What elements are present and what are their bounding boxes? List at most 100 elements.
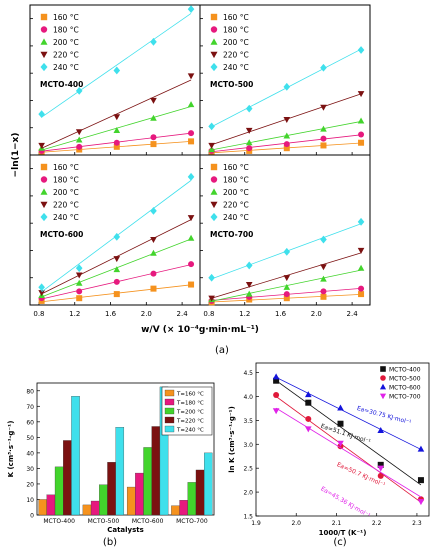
data-point <box>208 295 215 302</box>
data-point <box>320 142 327 149</box>
data-point <box>358 131 365 138</box>
legend-label: T=200 °C <box>176 410 204 416</box>
bar-mcto-600 <box>151 426 161 516</box>
legend-label: 180 °C <box>223 26 249 35</box>
bar-mcto-700 <box>179 500 188 516</box>
legend-swatch <box>164 425 175 433</box>
data-point <box>357 117 365 124</box>
legend-label: T=240 °C <box>176 428 204 434</box>
legend-label: 200 °C <box>223 188 249 197</box>
data-point <box>150 141 157 148</box>
data-point <box>113 66 121 75</box>
legend-label: 200 °C <box>53 38 79 47</box>
y-tick-label: 10 <box>26 497 34 504</box>
legend: 160 °C 180 °C 200 °C 220 °C 240 °C <box>40 13 79 72</box>
data-point <box>188 138 195 145</box>
legend-marker <box>380 375 386 381</box>
y-tick-label: 2.5 <box>243 466 253 473</box>
x-tick-label: 0.8 <box>203 310 214 318</box>
fit-line-mcto-600 <box>275 376 422 450</box>
data-point <box>320 293 327 300</box>
data-point <box>272 408 280 415</box>
x-tick-label: 2.4 <box>177 310 189 318</box>
data-point <box>208 146 215 153</box>
subplot-mcto-600: 160 °C 180 °C 200 °C 220 °C 240 °C MCTO-600 <box>29 154 201 306</box>
data-point <box>188 261 195 268</box>
legend-label: 160 °C <box>223 13 249 22</box>
y-tick-label: 70 <box>26 404 34 411</box>
data-point <box>113 139 120 146</box>
data-point <box>187 215 195 222</box>
bar-mcto-700 <box>187 482 197 516</box>
data-point <box>245 281 253 288</box>
category-label: MCTO-400 <box>43 518 75 525</box>
data-point <box>305 426 312 433</box>
legend-label: 220 °C <box>53 201 79 210</box>
bar-mcto-600 <box>135 472 144 516</box>
data-point <box>38 142 45 149</box>
legend-swatch <box>164 398 175 406</box>
data-point <box>283 145 290 152</box>
data-point <box>417 445 425 452</box>
legend-label: T=160 °C <box>176 392 204 398</box>
legend-swatch <box>164 407 175 415</box>
data-point <box>187 172 195 181</box>
data-point <box>187 234 195 241</box>
legend-swatch <box>164 416 175 424</box>
data-point <box>113 143 120 150</box>
legend-label: MCTO-500 <box>389 376 421 383</box>
data-point <box>113 127 121 134</box>
data-point <box>320 264 327 271</box>
fit-line-mcto-700 <box>275 407 422 498</box>
data-point <box>208 142 215 149</box>
data-point <box>150 97 157 104</box>
y-tick-label: 2.0 <box>243 490 253 497</box>
data-point <box>337 420 344 427</box>
legend-marker <box>210 163 218 171</box>
data-point <box>113 232 121 241</box>
legend-marker <box>210 62 218 72</box>
y-tick-label: 20 <box>26 481 34 488</box>
data-point <box>283 116 291 123</box>
x-tick-label: 1.9 <box>251 520 261 527</box>
data-point <box>272 373 280 380</box>
subplot-mcto-700: 160 °C 180 °C 200 °C 220 °C 240 °C MCTO-700 <box>199 154 371 306</box>
x-tick-label: 2.0 <box>311 310 322 318</box>
data-point <box>245 139 253 146</box>
data-point <box>283 82 291 91</box>
y-tick-label: 40 <box>26 450 34 457</box>
data-point <box>358 139 365 146</box>
legend-label: 180 °C <box>223 176 249 185</box>
subplot-label: MCTO-700 <box>210 230 253 239</box>
y-tick-label: 1.5 <box>243 514 253 521</box>
legend-marker <box>40 62 48 72</box>
data-point <box>187 101 195 108</box>
legend-label: T=180 °C <box>176 401 204 407</box>
activation-energy-label: Ea=30.75 KJ·mol⁻¹ <box>356 405 412 426</box>
x-axis-label: w/V (× 10⁻⁴g·min·mL⁻¹) <box>141 325 259 335</box>
legend-label: 160 °C <box>53 13 79 22</box>
data-point <box>358 285 365 292</box>
data-point <box>75 87 83 95</box>
data-point <box>320 104 327 111</box>
bar-mcto-500 <box>90 500 100 516</box>
legend-marker <box>379 393 387 400</box>
legend-marker <box>40 176 48 183</box>
category-label: MCTO-700 <box>176 518 208 525</box>
data-point <box>357 46 365 54</box>
data-point <box>150 236 157 243</box>
y-tick-label: 80 <box>26 388 34 395</box>
data-point <box>245 261 253 270</box>
data-point <box>187 5 195 13</box>
y-tick-label: 4.0 <box>243 394 253 401</box>
y-tick-label: 3.0 <box>243 442 253 449</box>
data-point <box>283 283 291 290</box>
legend: 160 °C 180 °C 200 °C 220 °C 240 °C <box>210 163 249 222</box>
data-point <box>305 415 312 422</box>
data-point <box>113 278 120 285</box>
data-point <box>150 207 157 215</box>
data-point <box>187 73 195 80</box>
legend-marker <box>210 26 218 33</box>
subplot-label: MCTO-600 <box>40 230 83 239</box>
